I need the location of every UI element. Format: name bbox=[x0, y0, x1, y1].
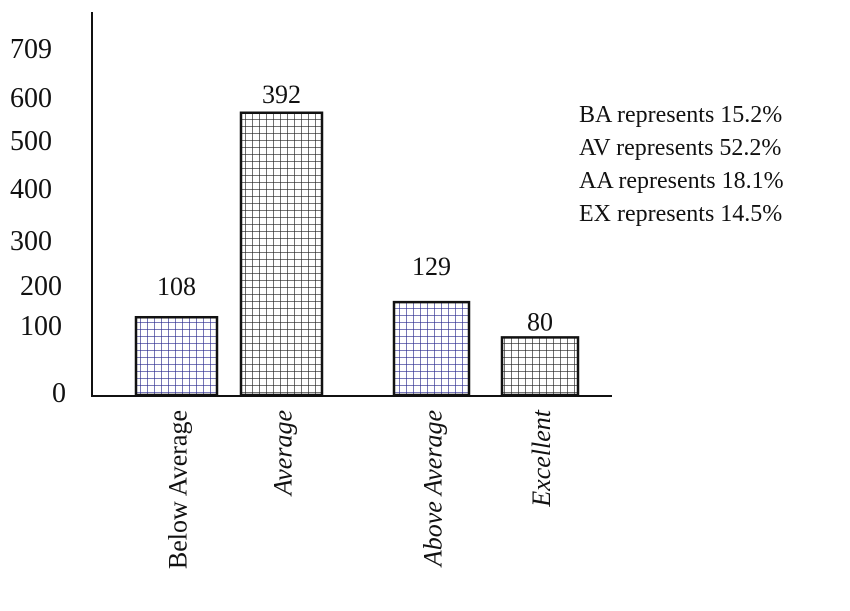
category-label: Below Average bbox=[164, 410, 193, 569]
annotation-text: AA represents 18.1% bbox=[579, 168, 784, 194]
category-label: Above Average bbox=[419, 410, 448, 568]
y-tick-label: 100 bbox=[20, 311, 62, 342]
category-labels: Below Average Average Above Average Excelle… bbox=[164, 409, 557, 569]
annotation-text: BA represents 15.2% bbox=[579, 102, 782, 128]
bars bbox=[134, 111, 580, 397]
y-tick-label: 709 bbox=[10, 34, 52, 65]
annotations: BA represents 15.2% AV represents 52.2% AA… bbox=[579, 102, 784, 227]
data-label: 80 bbox=[527, 307, 553, 336]
y-tick-label: 400 bbox=[10, 174, 52, 205]
category-label: Average bbox=[269, 410, 298, 497]
bar-excellent bbox=[500, 336, 580, 397]
data-label: 129 bbox=[412, 252, 451, 281]
data-label: 392 bbox=[262, 80, 301, 109]
y-tick-label: 0 bbox=[52, 378, 66, 409]
y-tick-label: 500 bbox=[10, 126, 52, 157]
annotation-text: EX represents 14.5% bbox=[579, 201, 782, 227]
bar-below-average bbox=[134, 315, 219, 397]
category-label: Excellent bbox=[527, 409, 556, 507]
bar-above-average bbox=[392, 300, 471, 397]
data-labels: 108 392 129 80 bbox=[157, 80, 553, 337]
y-tick-label: 200 bbox=[20, 271, 62, 302]
annotation-text: AV represents 52.2% bbox=[579, 135, 781, 161]
data-label: 108 bbox=[157, 272, 196, 301]
y-axis-ticks: 0 100 200 300 400 500 600 709 bbox=[10, 34, 66, 409]
bar-average bbox=[239, 111, 324, 397]
y-tick-label: 300 bbox=[10, 226, 52, 257]
y-tick-label: 600 bbox=[10, 83, 52, 114]
